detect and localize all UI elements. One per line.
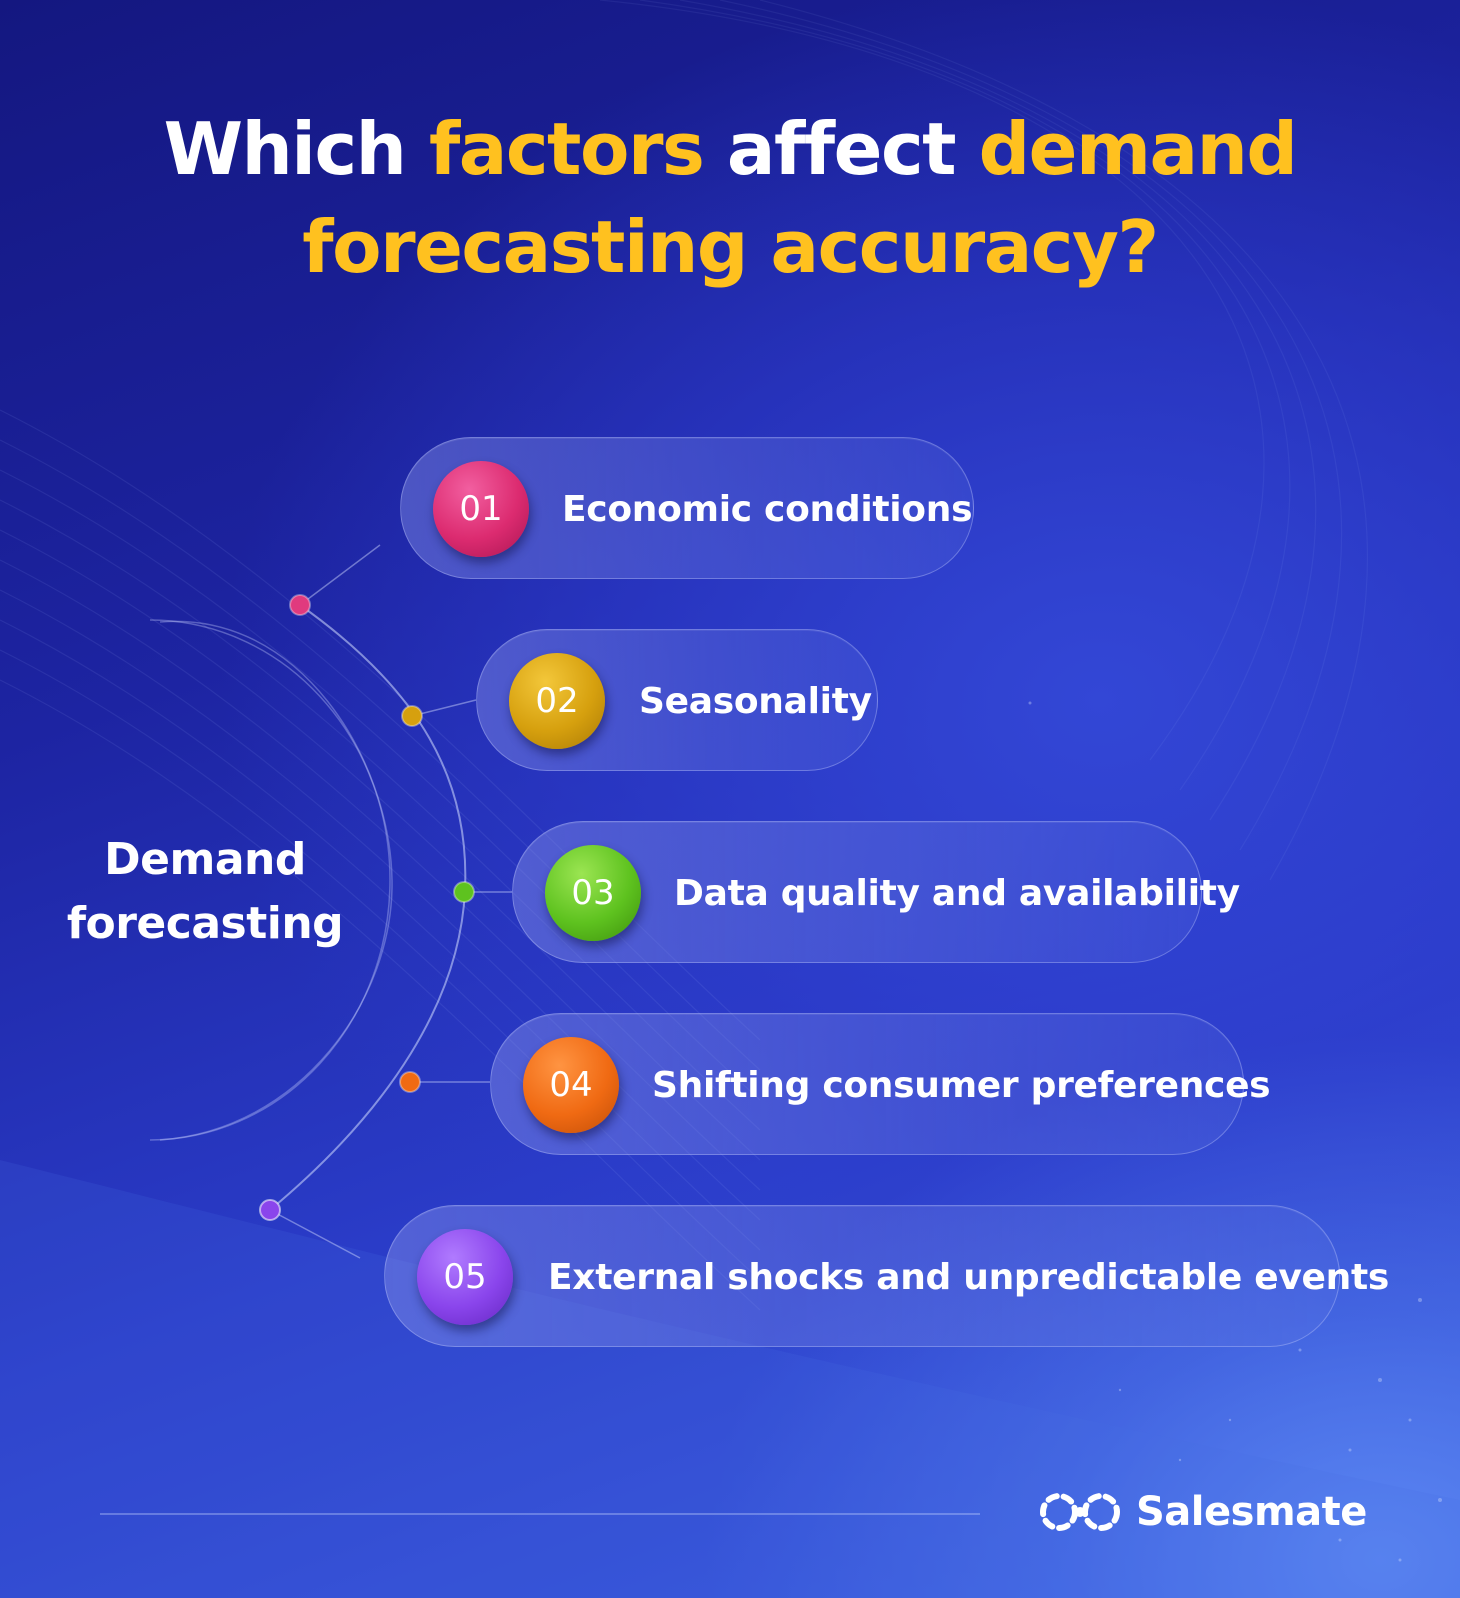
factor-number-badge-4: 04	[523, 1037, 619, 1133]
center-label: Demand forecasting	[60, 828, 350, 956]
factor-number-badge-1: 01	[433, 461, 529, 557]
connector-dot-4	[399, 1071, 421, 1093]
factor-label-1: Economic conditions	[562, 488, 973, 530]
background-arc-lines	[599, 0, 1368, 881]
factor-label-2: Seasonality	[639, 680, 872, 722]
connector-line-1	[299, 544, 381, 606]
title-highlight-forecasting: forecasting accuracy?	[302, 205, 1159, 289]
factor-number-badge-5: 05	[417, 1229, 513, 1325]
connector-line-2	[411, 699, 477, 717]
factor-card-4: 04 Shifting consumer preferences	[490, 1013, 1271, 1155]
factor-label-4: Shifting consumer preferences	[652, 1064, 1271, 1106]
connector-dot-2	[401, 705, 423, 727]
connector-dot-5	[259, 1199, 281, 1221]
factor-label-5: External shocks and unpredictable events	[548, 1256, 1390, 1298]
factor-number-badge-3: 03	[545, 845, 641, 941]
title-highlight-factors: factors	[428, 107, 705, 191]
connector-dot-1	[289, 594, 311, 616]
inner-arc-curve	[159, 620, 393, 1141]
background-sparkles	[1028, 701, 1442, 1562]
title-highlight-demand: demand	[978, 107, 1298, 191]
background-wave-lines	[0, 409, 761, 1311]
factor-card-2: 02 Seasonality	[476, 629, 878, 771]
factor-card-5: 05 External shocks and unpredictable eve…	[384, 1205, 1389, 1347]
center-label-line-2: forecasting	[66, 898, 344, 949]
connector-dot-3	[453, 881, 475, 903]
inner-arc	[149, 619, 391, 1141]
title-part-1: Which	[163, 107, 429, 191]
center-label-line-1: Demand	[104, 834, 306, 885]
brand-logo: Salesmate	[1038, 1486, 1367, 1538]
factor-number-badge-2: 02	[509, 653, 605, 749]
factor-card-3: 03 Data quality and availability	[512, 821, 1240, 963]
brand-name: Salesmate	[1136, 1489, 1367, 1535]
connector-line-5	[269, 1209, 361, 1259]
title-part-3: affect	[703, 107, 979, 191]
factor-label-3: Data quality and availability	[674, 872, 1240, 914]
background-wave-shape	[0, 1160, 1460, 1598]
salesmate-logo-icon	[1040, 1493, 1120, 1531]
page-title: Which factors affect demand forecasting …	[0, 100, 1460, 296]
factor-card-1: 01 Economic conditions	[400, 437, 974, 579]
